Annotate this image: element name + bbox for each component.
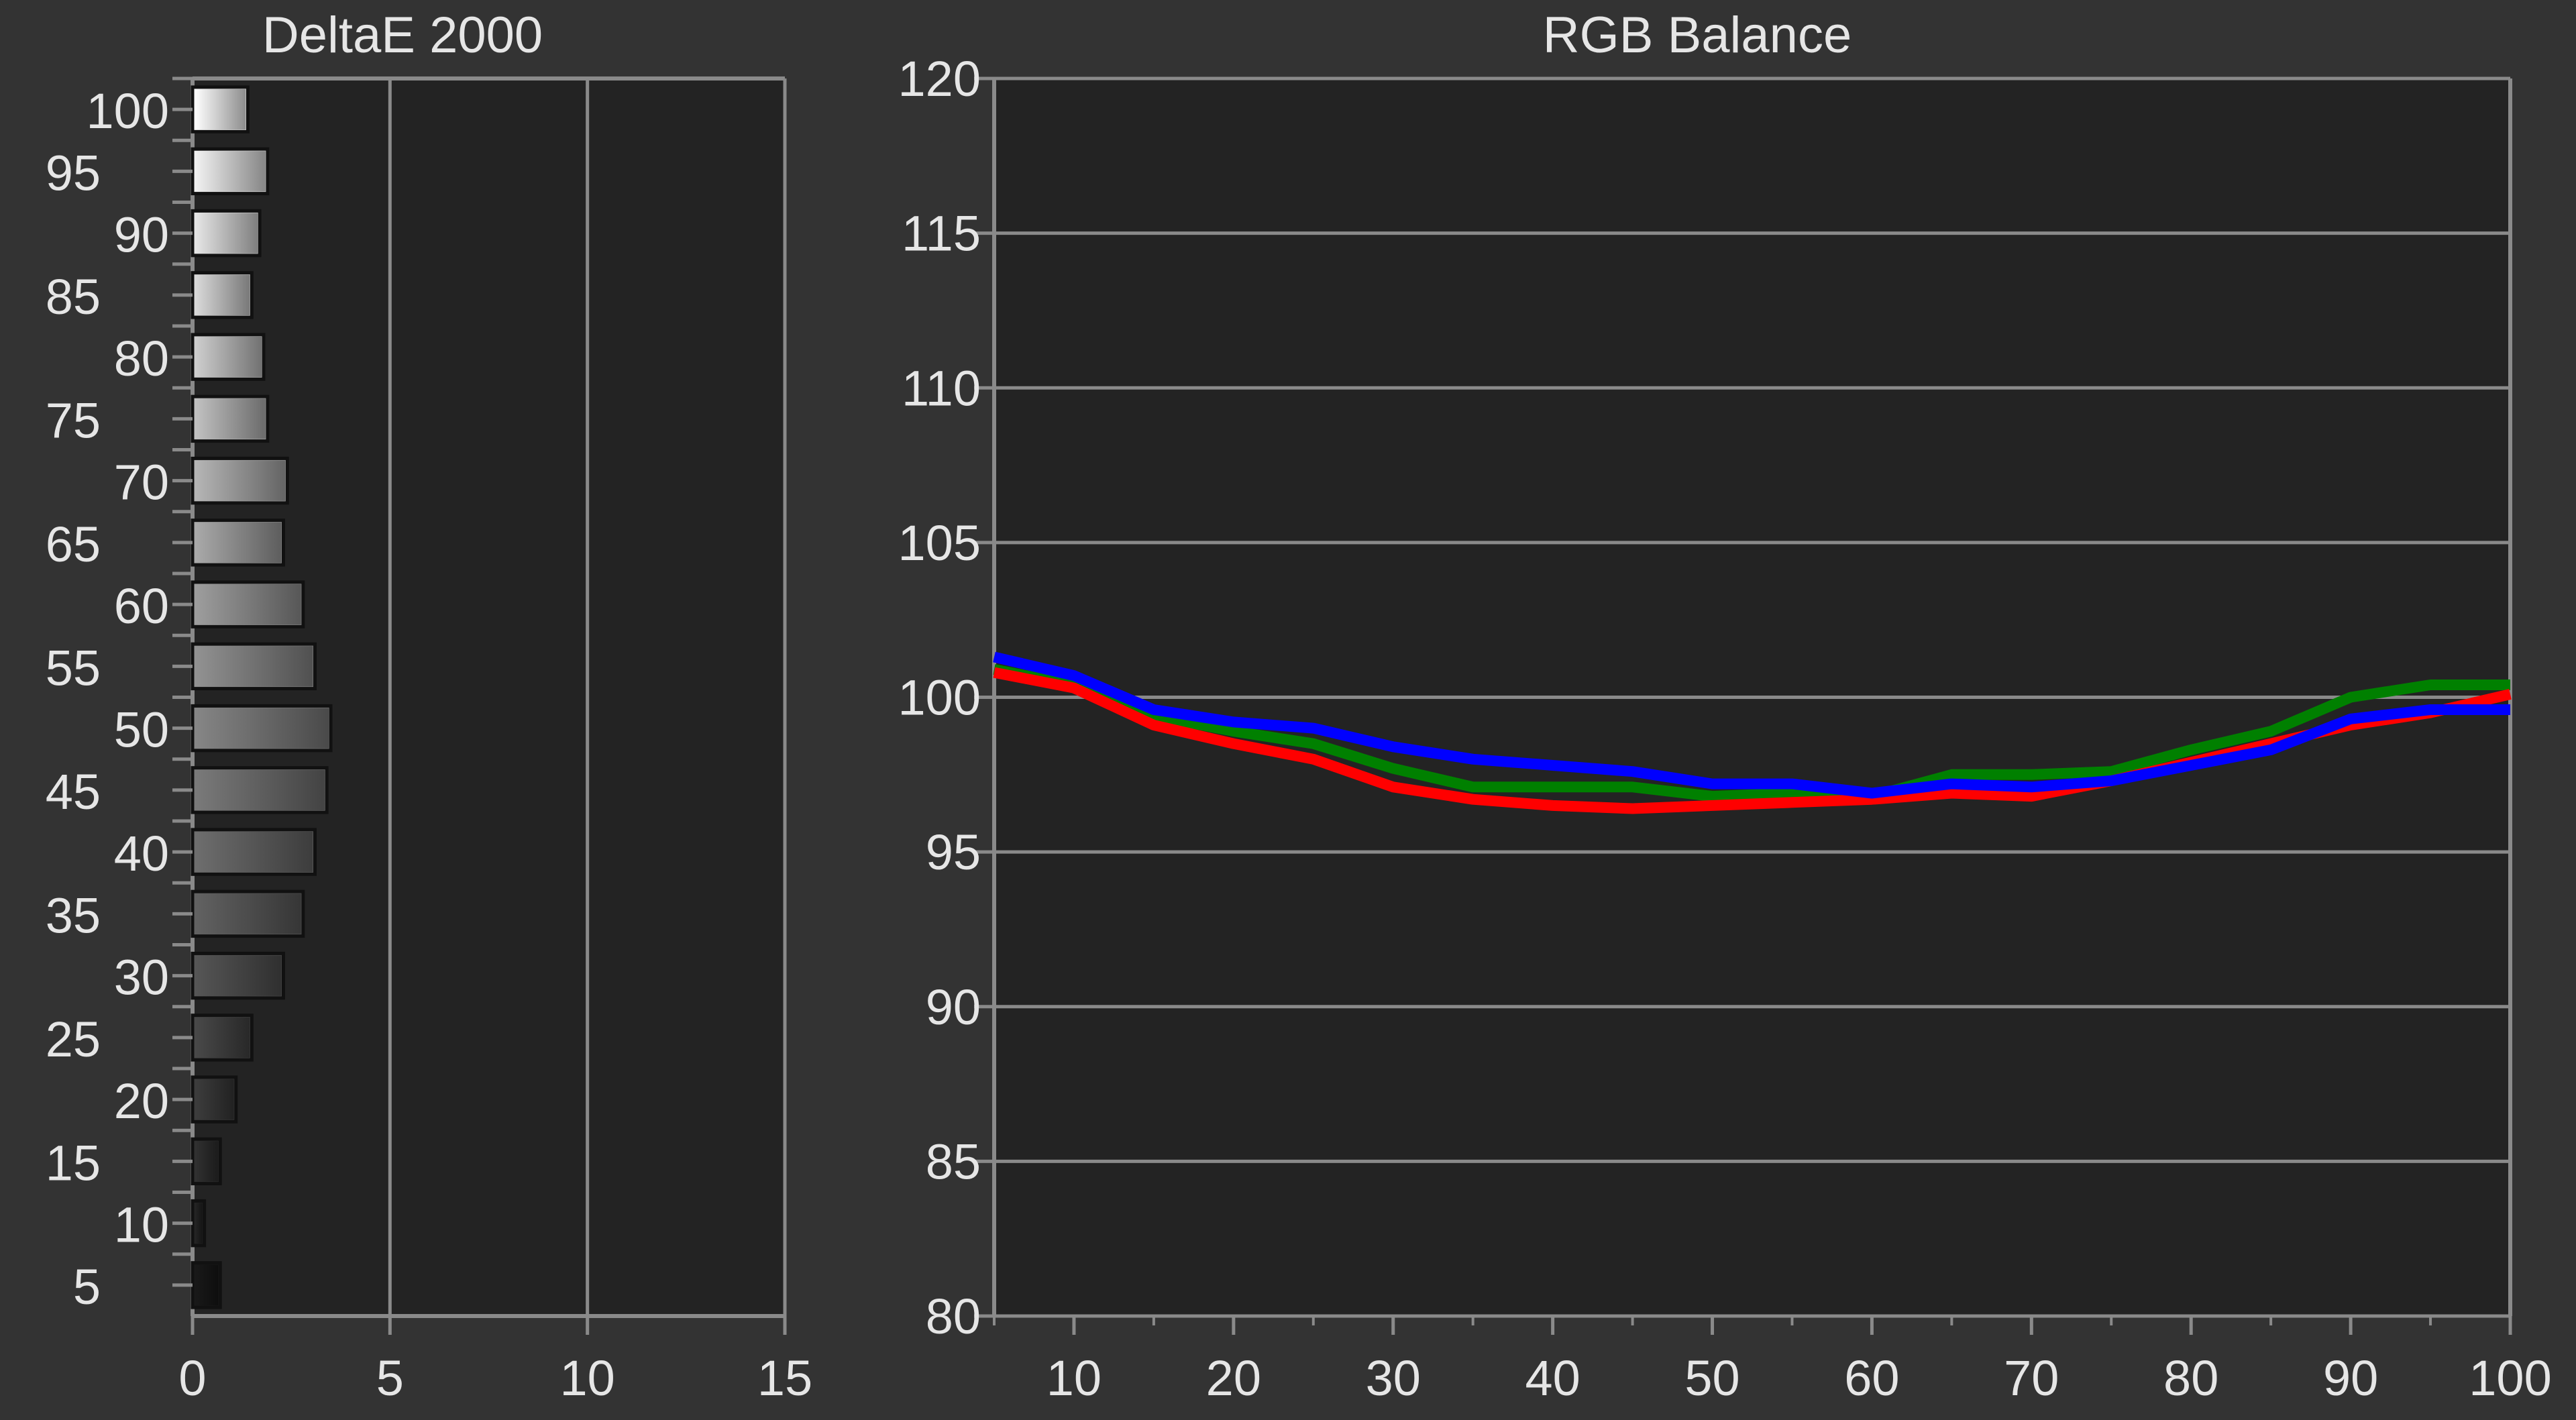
deltae-x-tick-label: 15 xyxy=(757,1350,812,1406)
rgb-y-tick-label: 80 xyxy=(926,1289,981,1344)
rgb-x-tick-label: 50 xyxy=(1684,1350,1739,1406)
rgb-series-line xyxy=(993,664,2510,802)
deltae-bar-shade xyxy=(195,1079,234,1120)
rgb-x-axis: 10 20 30 40 50 60 70 80 90 100 xyxy=(993,1316,2552,1406)
rgb-series-lines xyxy=(993,651,2512,814)
deltae-bar-shade xyxy=(195,1203,203,1244)
deltae-y-tick-label: 80 xyxy=(114,331,169,386)
deltae-y-tick-label: 75 xyxy=(46,392,101,448)
deltae-y-tick-label: 30 xyxy=(114,950,169,1005)
deltae-chart-title: DeltaE 2000 xyxy=(262,7,543,64)
rgb-series-line xyxy=(993,651,2510,799)
deltae-y-tick-label: 60 xyxy=(114,578,169,634)
rgb-y-tick-label: 115 xyxy=(902,206,981,262)
deltae-bar-shade xyxy=(195,89,246,130)
rgb-x-tick-label: 100 xyxy=(2469,1350,2551,1406)
deltae-bar-shade xyxy=(195,1141,219,1182)
deltae-y-tick-label: 20 xyxy=(114,1073,169,1129)
deltae-bar-shade xyxy=(195,1017,250,1058)
rgb-x-tick-label: 90 xyxy=(2323,1350,2378,1406)
deltae-y-tick-label: 100 xyxy=(87,83,169,139)
deltae-x-tick-label: 5 xyxy=(376,1350,404,1406)
deltae-x-axis: 0 5 10 15 xyxy=(178,1316,812,1406)
rgb-y-tick-label: 85 xyxy=(926,1134,981,1189)
deltae-y-tick-label: 15 xyxy=(46,1135,101,1191)
deltae-y-tick-label: 25 xyxy=(46,1012,101,1067)
deltae-bar-shade xyxy=(195,769,325,811)
rgb-y-tick-label: 105 xyxy=(898,515,981,571)
rgb-y-tick-label: 90 xyxy=(926,979,981,1035)
rgb-x-tick-label: 60 xyxy=(1844,1350,1899,1406)
deltae-bar-shade xyxy=(195,151,266,192)
deltae-bar-shade xyxy=(195,955,282,996)
rgb-x-tick-label: 70 xyxy=(2004,1350,2059,1406)
rgb-y-tick-label: 100 xyxy=(898,670,981,726)
deltae-bars xyxy=(191,85,333,1309)
rgb-series-line xyxy=(993,667,2512,814)
deltae-y-tick-label: 95 xyxy=(46,145,101,201)
deltae-y-tick-label: 45 xyxy=(46,764,101,820)
deltae-x-tick-label: 10 xyxy=(560,1350,615,1406)
rgb-x-tick-label: 40 xyxy=(1525,1350,1580,1406)
deltae-y-tick-label: 65 xyxy=(46,516,101,572)
deltae-y-tick-label: 85 xyxy=(46,269,101,325)
deltae-bar-shade xyxy=(195,893,301,934)
deltae-bar-shade xyxy=(195,274,250,316)
deltae-bar-shade xyxy=(195,1264,219,1306)
deltae-y-tick-label: 35 xyxy=(46,887,101,943)
rgb-balance-chart: RGB Balance 80 85 90 95 100 105 110 115 120 10 20… xyxy=(898,7,2552,1406)
deltae-y-tick-label: 5 xyxy=(73,1259,101,1315)
deltae-plot-area xyxy=(193,78,785,1316)
deltae-bar-shade xyxy=(195,584,301,625)
deltae-bar-shade xyxy=(195,213,258,254)
rgb-y-tick-label: 110 xyxy=(902,360,981,416)
deltae-x-tick-label: 0 xyxy=(178,1350,206,1406)
deltae-y-tick-label: 10 xyxy=(114,1197,169,1253)
rgb-x-tick-label: 10 xyxy=(1046,1350,1102,1406)
deltae-bar-shade xyxy=(195,398,266,439)
rgb-y-tick-label: 95 xyxy=(926,824,981,880)
deltae-bar-shade xyxy=(195,522,282,563)
rgb-chart-title: RGB Balance xyxy=(1543,7,1851,64)
deltae-bar-shade xyxy=(195,646,313,687)
rgb-y-axis: 80 85 90 95 100 105 110 115 120 xyxy=(898,51,994,1344)
rgb-x-tick-label: 30 xyxy=(1366,1350,1421,1406)
deltae-chart: DeltaE 2000 5101520253035404550556065707… xyxy=(46,7,812,1406)
deltae-y-tick-label: 40 xyxy=(114,826,169,881)
deltae-bar-shade xyxy=(195,831,313,873)
deltae-y-tick-label: 70 xyxy=(114,455,169,510)
deltae-bar-shade xyxy=(195,460,286,501)
rgb-y-tick-label: 120 xyxy=(898,51,981,107)
deltae-y-tick-label: 90 xyxy=(114,207,169,263)
deltae-bar-shade xyxy=(195,708,329,749)
rgb-x-tick-label: 20 xyxy=(1206,1350,1261,1406)
deltae-y-tick-label: 50 xyxy=(114,702,169,758)
rgb-x-tick-label: 80 xyxy=(2163,1350,2218,1406)
deltae-y-tick-label: 55 xyxy=(46,640,101,696)
deltae-bar-shade xyxy=(195,336,262,378)
